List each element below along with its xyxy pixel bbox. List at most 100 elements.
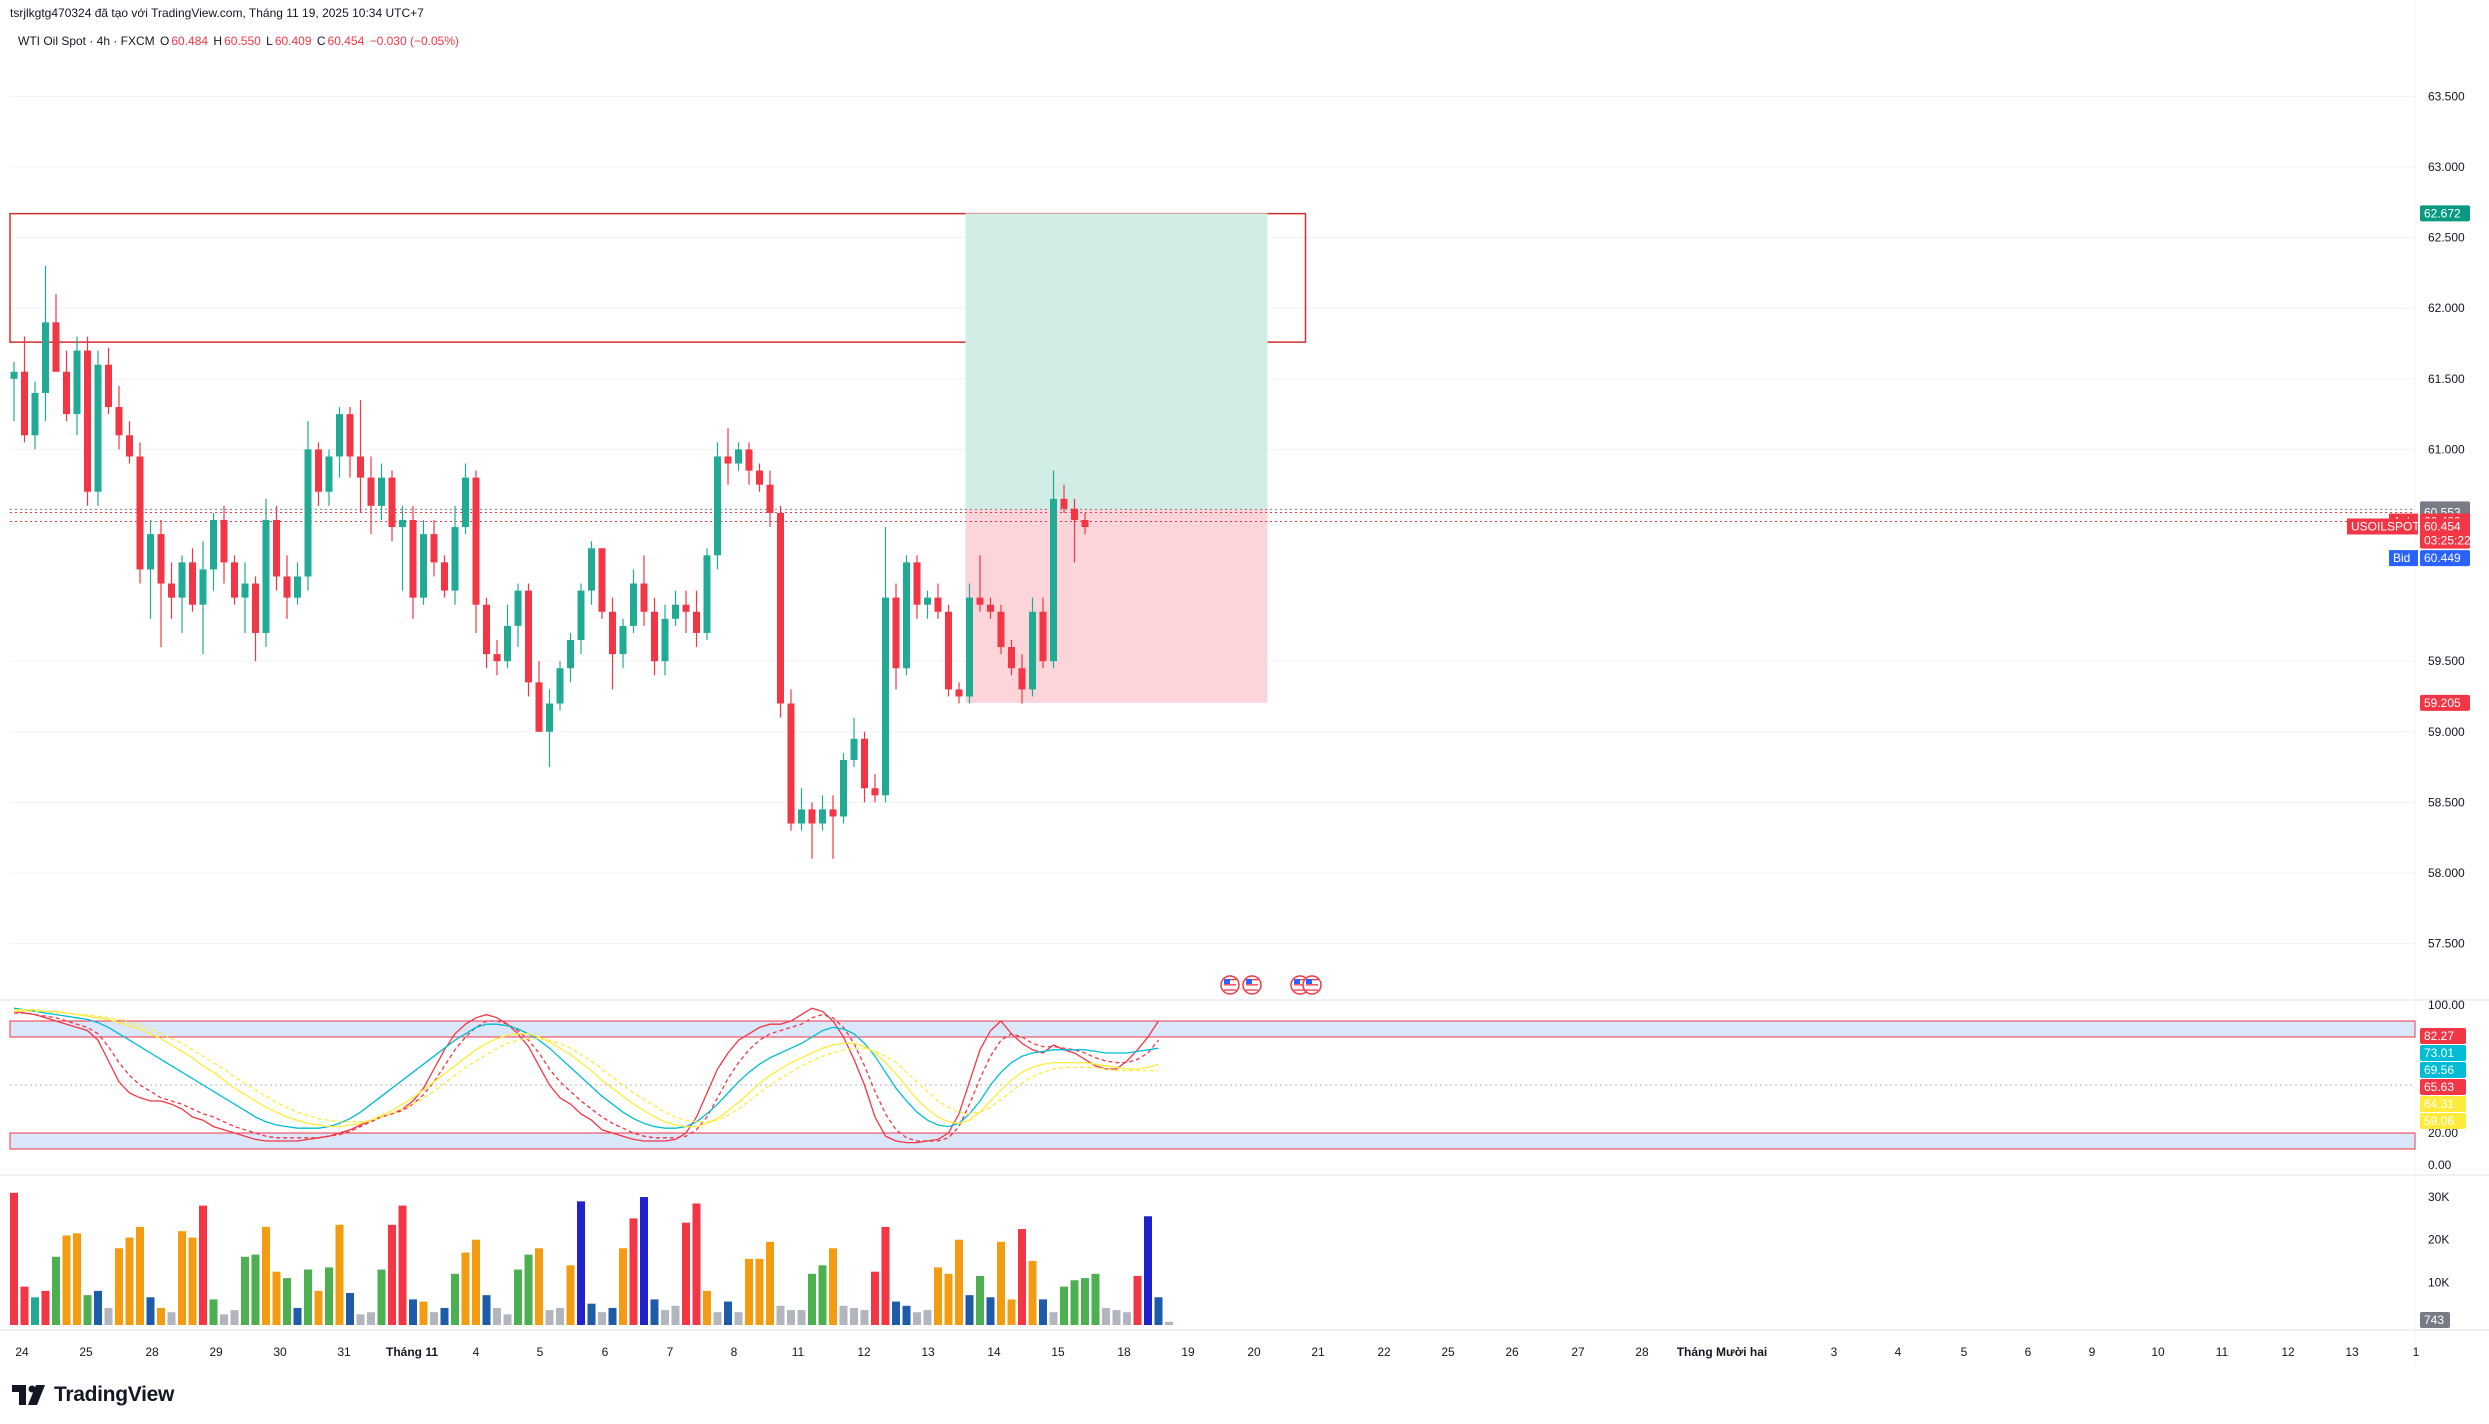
candle-body <box>619 625 627 655</box>
stoch-rsi-badge-value: 65.63 <box>2424 1080 2454 1094</box>
candle <box>199 541 207 655</box>
candle-body <box>1060 498 1068 509</box>
tradingview-logo-icon <box>12 1385 45 1405</box>
candle-body <box>577 590 585 640</box>
price-badge-box <box>2420 550 2470 567</box>
candle <box>567 632 574 683</box>
volume-bar <box>1102 1307 1110 1325</box>
time-tick-label: 20 <box>1247 1345 1261 1359</box>
volume-bar <box>1165 1321 1173 1325</box>
flag-stripe <box>1246 986 1258 989</box>
stoch-rsi-badge: 64.31 <box>2420 1096 2466 1112</box>
candle <box>640 555 648 626</box>
stoch-rsi-badge: 73.01 <box>2420 1045 2466 1061</box>
candle <box>252 576 259 662</box>
candle-body <box>976 597 984 605</box>
volume-bar <box>52 1256 60 1325</box>
candle-body <box>10 371 18 379</box>
stoch-rsi-badge: 59.06 <box>2420 1113 2466 1129</box>
volume-bar <box>283 1278 291 1325</box>
candle-body <box>378 477 385 506</box>
volume-bar <box>136 1226 144 1325</box>
stoch-rsi-badge-box <box>2420 1113 2466 1129</box>
time-tick-label: 5 <box>1961 1345 1968 1359</box>
volume-bar <box>608 1307 617 1325</box>
candle <box>73 336 81 436</box>
us-flag-event-icon <box>1302 975 1322 995</box>
candle-body <box>252 583 259 633</box>
stoch-rsi-badge-value: 59.06 <box>2424 1114 2454 1128</box>
volume-bar <box>1049 1312 1058 1325</box>
candle <box>378 463 385 520</box>
volume-bar <box>755 1258 764 1325</box>
candle-body <box>829 809 837 817</box>
open-label: O <box>160 34 170 48</box>
volume-bar <box>251 1254 260 1325</box>
volume-tick-label: 30K <box>2428 1190 2449 1204</box>
us-flag-event-icon <box>1242 975 1262 995</box>
volume-bar <box>482 1295 491 1325</box>
time-tick-label: 10 <box>2151 1345 2165 1359</box>
price-tick-label: 59.000 <box>2428 725 2465 739</box>
stoch-rsi-tick-label: 20.00 <box>2428 1126 2458 1140</box>
candle <box>924 590 931 619</box>
candle <box>588 541 595 605</box>
symbol-legend[interactable]: WTI Oil Spot · 4h · FXCM O 60.484 H 60.550… <box>18 34 461 48</box>
price-badge-tag <box>2389 550 2418 567</box>
volume-bar <box>514 1269 522 1325</box>
candle <box>315 442 322 506</box>
candle <box>220 505 228 584</box>
volume-bar <box>734 1312 743 1325</box>
volume-bar <box>682 1222 690 1325</box>
volume-bar <box>671 1305 680 1325</box>
candle-body <box>924 597 931 605</box>
candle-body <box>546 703 553 732</box>
stoch-rsi-tick-label: 100.00 <box>2428 998 2465 1012</box>
candle <box>21 336 28 443</box>
candle <box>346 407 354 478</box>
time-tick-label: 22 <box>1377 1345 1391 1359</box>
candle-body <box>430 534 438 563</box>
candle <box>136 442 144 584</box>
time-axis[interactable]: 24 25 28 29 30 31 Tháng 11 4 5 6 7 8 11 12 13 14 15 18 19 2… <box>15 1345 2419 1359</box>
events-layer[interactable] <box>1220 975 1322 995</box>
flag-stripe <box>1294 989 1306 991</box>
volume-bar <box>703 1290 711 1325</box>
tradingview-logo[interactable]: TradingView <box>12 1380 174 1410</box>
stop-loss-zone <box>965 509 1268 703</box>
flag-stripe <box>1294 984 1306 986</box>
candle <box>31 381 39 450</box>
flag-stripe <box>1224 986 1236 989</box>
volume-bar <box>902 1305 911 1325</box>
candle-body <box>294 576 301 598</box>
candle-body <box>346 414 354 457</box>
candle-body <box>94 364 102 492</box>
flag-stripe <box>1224 989 1236 991</box>
time-tick-label: 1 <box>2413 1345 2420 1359</box>
volume-bar <box>1018 1229 1026 1325</box>
candle-body <box>157 534 165 584</box>
resistance-box <box>9 212 1307 343</box>
time-tick-label: Tháng 11 <box>386 1345 438 1359</box>
candle-body <box>787 703 795 824</box>
volume-bar <box>461 1252 470 1325</box>
candle-body <box>199 569 207 605</box>
candle-body <box>766 484 774 513</box>
candle <box>94 350 102 506</box>
price-badge-box <box>2420 694 2470 711</box>
flag-stripe <box>1224 984 1236 986</box>
flag-stripe <box>1306 989 1318 991</box>
candle-body <box>42 322 49 393</box>
candle-body <box>388 477 396 528</box>
volume-bar <box>409 1299 417 1325</box>
volume-bar <box>241 1256 249 1325</box>
price-axis[interactable]: 63.500 63.000 62.500 62.000 61.500 61.000 59.5… <box>2347 89 2471 1328</box>
candle-body <box>724 456 732 464</box>
candle-body <box>808 809 816 824</box>
grid-layer <box>0 0 2489 1365</box>
candle <box>241 562 249 633</box>
candle <box>808 802 816 859</box>
volume-bar <box>220 1314 228 1325</box>
volume-bar <box>692 1203 701 1325</box>
